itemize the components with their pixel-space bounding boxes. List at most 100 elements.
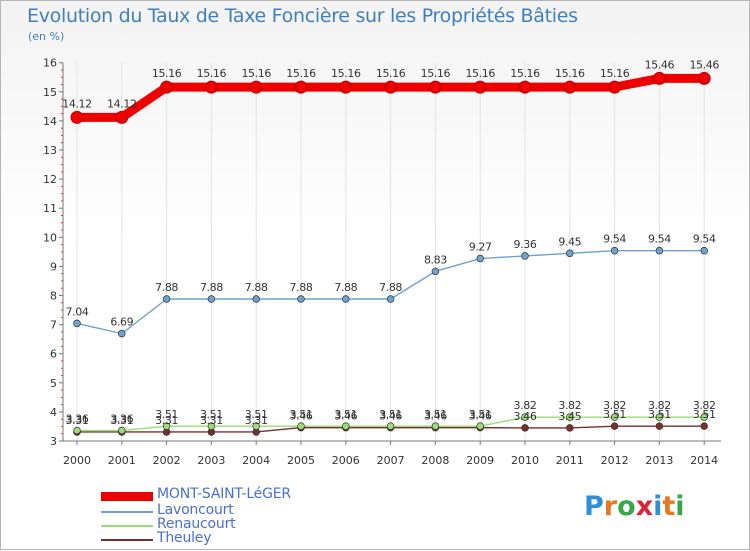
y-tick-label: 10 bbox=[43, 231, 57, 244]
y-tick-label: 3 bbox=[50, 435, 57, 448]
data-label: 15.16 bbox=[241, 67, 271, 80]
data-point bbox=[207, 295, 216, 303]
data-point bbox=[249, 80, 263, 94]
legend-label-mont-saint-leger: MONT-SAINT-LéGER bbox=[157, 486, 291, 502]
data-label: 3.31 bbox=[155, 414, 178, 427]
data-label: 7.88 bbox=[245, 281, 268, 294]
data-label: 3.46 bbox=[469, 410, 492, 423]
logo-letter: x bbox=[635, 491, 654, 522]
y-tick-label: 13 bbox=[43, 144, 57, 157]
legend-label-renaucourt: Renaucourt bbox=[157, 516, 236, 532]
data-point bbox=[386, 422, 395, 430]
data-label: 15.16 bbox=[331, 67, 361, 80]
y-tick-label: 8 bbox=[50, 290, 57, 303]
data-point bbox=[566, 413, 574, 421]
x-tick-label: 2012 bbox=[601, 454, 629, 467]
data-point bbox=[73, 319, 81, 328]
legend-swatch-lavoncourt bbox=[101, 511, 153, 513]
data-point bbox=[655, 246, 664, 255]
data-point bbox=[476, 254, 484, 263]
data-point bbox=[473, 80, 487, 94]
data-label: 15.16 bbox=[376, 67, 406, 80]
data-label: 3.51 bbox=[334, 408, 357, 421]
y-tick-label: 6 bbox=[50, 348, 57, 361]
data-point bbox=[521, 252, 529, 260]
data-label: 3.46 bbox=[514, 410, 537, 423]
data-label: 3.82 bbox=[693, 399, 716, 412]
x-tick-label: 2014 bbox=[690, 454, 718, 467]
data-point bbox=[342, 295, 350, 303]
data-label: 3.31 bbox=[245, 414, 268, 427]
data-point bbox=[339, 80, 353, 94]
data-label: 3.51 bbox=[603, 408, 626, 421]
data-label: 3.36 bbox=[110, 413, 133, 426]
y-tick-label: 5 bbox=[50, 377, 57, 390]
x-tick-label: 2002 bbox=[153, 454, 181, 467]
data-point bbox=[160, 80, 174, 94]
data-point bbox=[518, 80, 532, 94]
y-tick-label: 12 bbox=[43, 173, 57, 186]
data-point bbox=[252, 422, 260, 430]
y-tick-label: 15 bbox=[43, 86, 57, 99]
x-tick-label: 2008 bbox=[421, 454, 449, 467]
data-point bbox=[652, 71, 666, 85]
data-point bbox=[610, 422, 619, 430]
data-point bbox=[118, 426, 126, 435]
y-tick-label: 7 bbox=[50, 319, 57, 332]
x-tick-label: 2003 bbox=[197, 454, 225, 467]
data-point bbox=[655, 413, 664, 421]
data-point bbox=[700, 413, 708, 421]
data-label: 15.16 bbox=[421, 67, 451, 80]
data-point bbox=[386, 295, 395, 303]
data-label: 3.51 bbox=[424, 408, 447, 421]
data-point bbox=[431, 422, 440, 430]
x-tick-label: 2011 bbox=[556, 454, 584, 467]
data-label: 15.46 bbox=[645, 58, 675, 71]
data-point bbox=[384, 80, 398, 94]
x-tick-label: 2000 bbox=[63, 454, 91, 467]
data-point bbox=[697, 71, 711, 85]
y-tick-label: 9 bbox=[50, 260, 57, 273]
data-point bbox=[162, 295, 171, 303]
y-axis-unit: (en %) bbox=[28, 30, 65, 43]
data-label: 6.69 bbox=[110, 316, 133, 329]
data-label: 3.46 bbox=[424, 410, 447, 423]
legend-label-theuley: Theuley bbox=[157, 530, 212, 546]
data-label: 15.16 bbox=[197, 67, 227, 80]
data-point bbox=[521, 424, 529, 432]
data-label: 7.88 bbox=[155, 281, 178, 294]
legend-swatch-mont-saint-leger bbox=[101, 492, 153, 501]
data-label: 3.46 bbox=[334, 410, 357, 423]
data-label: 14.12 bbox=[62, 97, 92, 110]
data-label: 9.27 bbox=[469, 241, 492, 254]
data-label: 14.12 bbox=[107, 97, 137, 110]
data-label: 9.54 bbox=[693, 233, 716, 246]
data-label: 9.45 bbox=[558, 235, 581, 248]
data-label: 3.82 bbox=[558, 399, 581, 412]
data-point bbox=[608, 80, 622, 94]
y-tick-label: 16 bbox=[43, 57, 57, 70]
data-point bbox=[521, 413, 529, 421]
data-label: 3.45 bbox=[558, 410, 581, 423]
x-tick-label: 2007 bbox=[377, 454, 405, 467]
legend-swatch-renaucourt bbox=[101, 525, 153, 527]
logo-letter: P bbox=[584, 491, 604, 522]
data-point bbox=[610, 246, 619, 255]
logo-letter: r bbox=[603, 491, 618, 522]
data-label: 3.36 bbox=[66, 413, 89, 426]
data-point bbox=[73, 426, 81, 435]
data-point bbox=[655, 422, 664, 430]
data-point bbox=[294, 80, 308, 94]
y-tick-label: 14 bbox=[43, 115, 57, 128]
data-label: 7.04 bbox=[66, 305, 89, 318]
logo-letter: o bbox=[617, 491, 636, 522]
data-label: 3.31 bbox=[66, 414, 89, 427]
data-point bbox=[476, 422, 484, 430]
data-point bbox=[428, 80, 442, 94]
data-point bbox=[700, 246, 708, 255]
y-tick-label: 11 bbox=[43, 202, 57, 215]
data-label: 15.16 bbox=[465, 67, 495, 80]
data-point bbox=[118, 329, 126, 338]
